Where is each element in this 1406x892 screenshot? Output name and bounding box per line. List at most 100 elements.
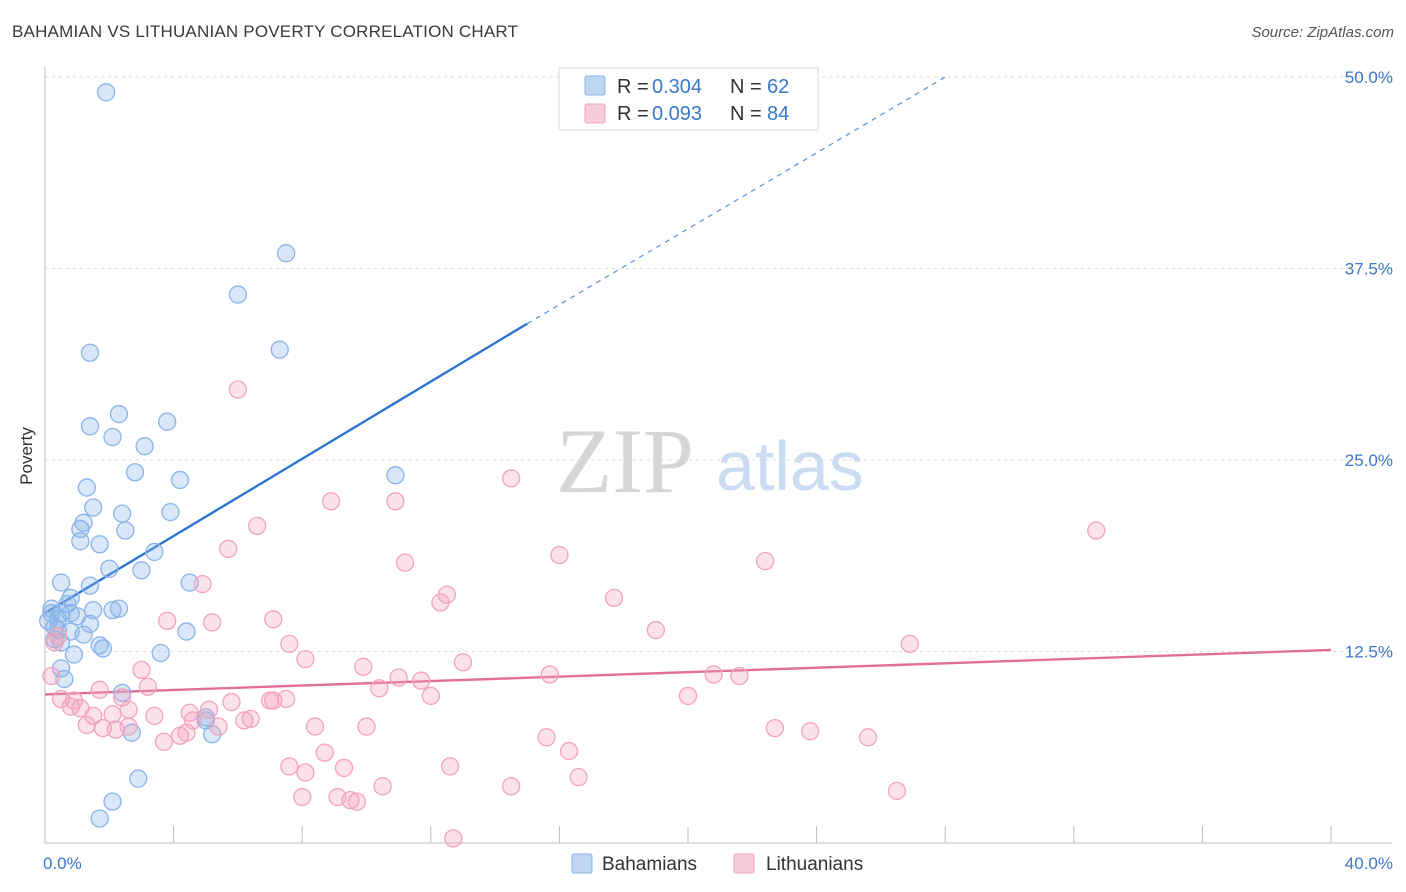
data-point-bahamians bbox=[109, 599, 129, 618]
data-point-bahamians bbox=[113, 504, 132, 523]
data-point-bahamians bbox=[80, 343, 100, 362]
data-point-bahamians bbox=[96, 83, 116, 102]
data-point-bahamians bbox=[90, 636, 109, 655]
data-point-bahamians bbox=[116, 521, 135, 540]
data-point-bahamians bbox=[84, 600, 103, 620]
data-point-lithuanians bbox=[765, 718, 784, 738]
axes: 12.5% 25.0% 37.5% 50.0% 0.0% 40.0% bbox=[43, 67, 1393, 873]
watermark: ZIP atlas bbox=[556, 410, 864, 512]
data-point-lithuanians bbox=[453, 653, 473, 672]
data-point-lithuanians bbox=[193, 574, 212, 594]
data-point-lithuanians bbox=[887, 781, 907, 801]
data-point-lithuanians bbox=[900, 634, 919, 653]
data-point-bahamians bbox=[177, 622, 196, 641]
legend-n-label: N = bbox=[730, 103, 762, 125]
legend-swatch-lithuanians bbox=[584, 103, 606, 124]
data-point-bahamians bbox=[103, 792, 122, 811]
series-legend: Bahamians Lithuanians bbox=[571, 853, 863, 875]
data-point-bahamians bbox=[84, 498, 103, 517]
data-point-lithuanians bbox=[103, 705, 122, 724]
data-point-lithuanians bbox=[228, 380, 248, 399]
data-point-bahamians bbox=[158, 412, 177, 431]
data-point-lithuanians bbox=[48, 627, 68, 646]
data-point-lithuanians bbox=[222, 692, 241, 712]
data-point-lithuanians bbox=[421, 686, 440, 706]
data-point-bahamians bbox=[93, 639, 113, 658]
data-point-lithuanians bbox=[276, 689, 296, 709]
data-point-bahamians bbox=[80, 576, 100, 595]
data-point-bahamians bbox=[100, 559, 119, 578]
data-point-lithuanians bbox=[858, 728, 878, 747]
gridlines bbox=[45, 76, 1392, 652]
series-legend-bahamians: Bahamians bbox=[602, 854, 697, 875]
data-point-lithuanians bbox=[84, 706, 103, 725]
data-point-bahamians bbox=[103, 427, 122, 447]
data-point-lithuanians bbox=[305, 717, 325, 736]
correlation-legend: R = 0.304 N = 62 R = 0.093 N = 84 bbox=[558, 67, 819, 131]
data-point-lithuanians bbox=[373, 777, 392, 796]
data-point-bahamians bbox=[42, 599, 61, 618]
data-point-lithuanians bbox=[42, 666, 61, 686]
y-tick-label: 37.5% bbox=[1345, 260, 1393, 279]
data-point-bahamians bbox=[80, 417, 100, 436]
data-point-lithuanians bbox=[209, 717, 228, 736]
data-point-bahamians bbox=[145, 542, 164, 562]
data-point-lithuanians bbox=[431, 593, 450, 612]
trend-line-extension-bahamians bbox=[526, 76, 946, 325]
data-point-lithuanians bbox=[321, 492, 341, 511]
data-point-lithuanians bbox=[280, 634, 299, 653]
series-legend-swatch-lithuanians bbox=[733, 853, 755, 874]
data-point-lithuanians bbox=[801, 722, 820, 741]
data-point-lithuanians bbox=[444, 829, 463, 848]
data-point-lithuanians bbox=[177, 723, 196, 742]
y-tick-label: 25.0% bbox=[1345, 451, 1393, 470]
data-point-bahamians bbox=[135, 437, 154, 456]
data-point-bahamians bbox=[51, 659, 71, 678]
legend-r-label: R = bbox=[617, 103, 649, 125]
trend-line-lithuanians bbox=[44, 648, 1332, 696]
data-point-bahamians bbox=[103, 600, 122, 620]
trend-lines bbox=[44, 76, 1332, 696]
y-axis-label: Poverty bbox=[17, 427, 36, 485]
x-tick-label: 40.0% bbox=[1345, 854, 1393, 873]
data-point-bahamians bbox=[80, 614, 100, 634]
legend-swatch-bahamians bbox=[584, 75, 606, 96]
y-tick-label: 50.0% bbox=[1345, 68, 1393, 87]
data-point-lithuanians bbox=[235, 711, 254, 730]
x-tick-label: 0.0% bbox=[43, 854, 82, 873]
data-point-lithuanians bbox=[540, 665, 559, 684]
data-point-lithuanians bbox=[341, 790, 360, 810]
data-point-lithuanians bbox=[296, 650, 315, 669]
data-point-lithuanians bbox=[106, 720, 125, 739]
data-point-lithuanians bbox=[502, 469, 521, 488]
data-point-lithuanians bbox=[704, 665, 723, 684]
watermark-zip: ZIP bbox=[556, 410, 694, 512]
data-point-bahamians bbox=[77, 478, 96, 497]
data-point-lithuanians bbox=[730, 666, 749, 686]
data-point-bahamians bbox=[129, 769, 148, 788]
data-point-lithuanians bbox=[395, 553, 415, 572]
data-point-lithuanians bbox=[145, 706, 164, 725]
data-point-lithuanians bbox=[264, 610, 283, 629]
data-point-bahamians bbox=[74, 625, 93, 644]
legend-n-label: N = bbox=[730, 76, 762, 98]
data-point-lithuanians bbox=[569, 767, 588, 787]
data-point-bahamians bbox=[64, 645, 84, 664]
data-point-lithuanians bbox=[119, 700, 138, 719]
data-point-lithuanians bbox=[370, 679, 389, 698]
data-point-lithuanians bbox=[646, 620, 665, 640]
legend-r-value-bahamians: 0.304 bbox=[652, 76, 702, 98]
data-point-bahamians bbox=[386, 466, 405, 485]
data-point-lithuanians bbox=[756, 551, 775, 571]
data-point-lithuanians bbox=[604, 588, 624, 608]
data-point-lithuanians bbox=[559, 741, 579, 761]
data-point-bahamians bbox=[113, 683, 132, 703]
data-point-lithuanians bbox=[440, 757, 460, 776]
legend-r-label: R = bbox=[617, 76, 649, 98]
series-legend-swatch-bahamians bbox=[571, 853, 593, 874]
data-point-bahamians bbox=[132, 561, 151, 580]
series-legend-lithuanians: Lithuanians bbox=[766, 854, 863, 875]
y-tick-label: 12.5% bbox=[1345, 643, 1393, 662]
data-point-lithuanians bbox=[389, 668, 408, 687]
